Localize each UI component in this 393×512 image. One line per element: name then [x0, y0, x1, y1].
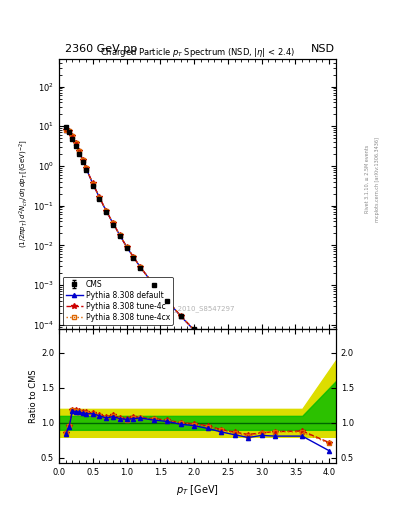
Pythia 8.308 tune-4c: [84, 165, 88, 171]
Text: mcplots.cern.ch [arXiv:1306.3436]: mcplots.cern.ch [arXiv:1306.3436]: [375, 137, 380, 222]
Y-axis label: $(1/2\pi p_T)\, d^2N_{ch}/d\eta\, dp_T\, [(\mathrm{GeV})^{-2}]$: $(1/2\pi p_T)\, d^2N_{ch}/d\eta\, dp_T\,…: [17, 139, 30, 248]
Pythia 8.308 default: [232, 366, 237, 372]
Pythia 8.308 default: [327, 434, 332, 440]
Pythia 8.308 tune-4cx: [70, 133, 75, 139]
Pythia 8.308 tune-4c: [259, 386, 264, 392]
Pythia 8.308 default: [70, 133, 75, 139]
Pythia 8.308 tune-4c: [104, 208, 108, 214]
Pythia 8.308 default: [178, 313, 183, 319]
Pythia 8.308 tune-4c: [77, 148, 82, 154]
Pythia 8.308 tune-4cx: [232, 366, 237, 372]
Pythia 8.308 tune-4c: [273, 395, 277, 401]
Pythia 8.308 default: [259, 387, 264, 393]
Pythia 8.308 default: [124, 244, 129, 250]
Pythia 8.308 tune-4c: [178, 313, 183, 319]
Pythia 8.308 default: [131, 254, 136, 260]
Pythia 8.308 tune-4c: [327, 431, 332, 437]
Pythia 8.308 default: [138, 264, 142, 270]
Pythia 8.308 default: [97, 195, 102, 201]
Pythia 8.308 default: [273, 396, 277, 402]
Pythia 8.308 tune-4cx: [84, 165, 88, 171]
Pythia 8.308 default: [165, 297, 169, 304]
Pythia 8.308 default: [104, 208, 108, 214]
Pythia 8.308 tune-4c: [151, 281, 156, 287]
Pythia 8.308 tune-4c: [80, 157, 85, 163]
Pythia 8.308 tune-4c: [232, 366, 237, 372]
Pythia 8.308 tune-4c: [67, 128, 72, 134]
X-axis label: $p_T$ [GeV]: $p_T$ [GeV]: [176, 483, 219, 497]
Pythia 8.308 tune-4cx: [300, 412, 305, 418]
Pythia 8.308 tune-4c: [192, 327, 196, 333]
Pythia 8.308 tune-4cx: [192, 327, 196, 333]
Pythia 8.308 default: [111, 220, 116, 226]
Pythia 8.308 tune-4cx: [124, 244, 129, 250]
Pythia 8.308 default: [77, 148, 82, 155]
Pythia 8.308 default: [118, 232, 122, 238]
Pythia 8.308 tune-4c: [111, 220, 116, 226]
Line: Pythia 8.308 tune-4cx: Pythia 8.308 tune-4cx: [64, 128, 331, 437]
Text: NSD: NSD: [311, 44, 335, 54]
Pythia 8.308 tune-4cx: [104, 208, 108, 214]
Pythia 8.308 default: [73, 140, 78, 146]
Pythia 8.308 default: [192, 327, 196, 333]
Pythia 8.308 default: [300, 414, 305, 420]
Pythia 8.308 default: [80, 157, 85, 163]
Pythia 8.308 tune-4c: [90, 180, 95, 186]
Pythia 8.308 tune-4c: [73, 140, 78, 146]
Pythia 8.308 tune-4cx: [151, 282, 156, 288]
Pythia 8.308 tune-4cx: [178, 313, 183, 319]
Pythia 8.308 tune-4c: [300, 412, 305, 418]
Pythia 8.308 default: [219, 354, 224, 360]
Pythia 8.308 default: [205, 340, 210, 347]
Pythia 8.308 tune-4cx: [97, 195, 102, 201]
Pythia 8.308 default: [63, 127, 68, 133]
Pythia 8.308 tune-4c: [205, 340, 210, 346]
Pythia 8.308 tune-4cx: [77, 148, 82, 155]
Pythia 8.308 tune-4cx: [111, 220, 116, 226]
Pythia 8.308 tune-4c: [118, 232, 122, 238]
Pythia 8.308 tune-4c: [97, 194, 102, 200]
Pythia 8.308 tune-4c: [219, 353, 224, 359]
Pythia 8.308 tune-4cx: [63, 127, 68, 133]
Pythia 8.308 tune-4cx: [246, 377, 250, 383]
Pythia 8.308 tune-4cx: [90, 181, 95, 187]
Pythia 8.308 tune-4cx: [118, 232, 122, 238]
Pythia 8.308 tune-4cx: [73, 140, 78, 146]
Line: Pythia 8.308 default: Pythia 8.308 default: [64, 128, 331, 439]
Pythia 8.308 tune-4c: [124, 244, 129, 250]
Pythia 8.308 tune-4cx: [131, 254, 136, 260]
Pythia 8.308 tune-4c: [131, 253, 136, 260]
Pythia 8.308 default: [84, 165, 88, 171]
Pythia 8.308 tune-4c: [70, 133, 75, 139]
Text: 2360 GeV pp: 2360 GeV pp: [65, 44, 137, 54]
Pythia 8.308 tune-4cx: [80, 157, 85, 163]
Legend: CMS, Pythia 8.308 default, Pythia 8.308 tune-4c, Pythia 8.308 tune-4cx: CMS, Pythia 8.308 default, Pythia 8.308 …: [63, 277, 173, 325]
Pythia 8.308 tune-4cx: [259, 386, 264, 392]
Pythia 8.308 tune-4cx: [138, 264, 142, 270]
Pythia 8.308 tune-4c: [246, 377, 250, 383]
Pythia 8.308 tune-4cx: [327, 432, 332, 438]
Pythia 8.308 default: [90, 181, 95, 187]
Pythia 8.308 tune-4cx: [219, 354, 224, 360]
Pythia 8.308 default: [67, 128, 72, 134]
Line: Pythia 8.308 tune-4c: Pythia 8.308 tune-4c: [63, 127, 332, 437]
Pythia 8.308 tune-4cx: [205, 340, 210, 346]
Pythia 8.308 default: [246, 378, 250, 384]
Pythia 8.308 tune-4c: [165, 297, 169, 303]
Text: CMS_2010_S8547297: CMS_2010_S8547297: [160, 306, 235, 312]
Pythia 8.308 tune-4cx: [273, 395, 277, 401]
Y-axis label: Ratio to CMS: Ratio to CMS: [29, 369, 38, 423]
Pythia 8.308 tune-4c: [63, 126, 68, 133]
Pythia 8.308 tune-4c: [138, 264, 142, 270]
Pythia 8.308 tune-4cx: [165, 297, 169, 304]
Pythia 8.308 tune-4cx: [67, 128, 72, 134]
Pythia 8.308 default: [151, 282, 156, 288]
Text: Rivet 3.1.10, ≥ 2.5M events: Rivet 3.1.10, ≥ 2.5M events: [365, 145, 370, 214]
Title: Charged Particle $p_T$ Spectrum (NSD, $|\eta|$ < 2.4): Charged Particle $p_T$ Spectrum (NSD, $|…: [100, 46, 295, 59]
